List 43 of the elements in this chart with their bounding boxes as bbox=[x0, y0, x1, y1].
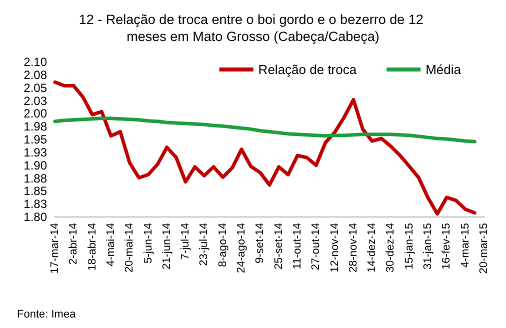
x-tick-label: 20-mar-15 bbox=[478, 223, 490, 274]
y-tick-label: 1.98 bbox=[24, 120, 48, 134]
y-tick-label: 1.85 bbox=[24, 184, 48, 198]
x-tick-label: 17-mar-14 bbox=[49, 223, 61, 274]
x-tick-label: 11-out-14 bbox=[291, 223, 304, 270]
y-tick-label: 2.08 bbox=[24, 68, 48, 82]
line-series bbox=[53, 116, 476, 144]
chart-title: 12 - Relação de troca entre o boi gordo e o bezerro de 12 meses em Mato Grosso (Cabeça/Cabeça) bbox=[78, 12, 428, 44]
x-tick-label: 20-mai-14 bbox=[124, 223, 136, 273]
line-series bbox=[53, 80, 476, 216]
x-tick-label: 9-set-14 bbox=[254, 223, 266, 264]
x-tick-label: 2-abr-14 bbox=[68, 223, 80, 265]
x-tick-label: 25-set-14 bbox=[272, 223, 285, 270]
x-tick-label: 31-jan-15 bbox=[422, 223, 434, 270]
y-tick-label: 2.10 bbox=[24, 55, 48, 69]
x-tick-label: 15-jan-15 bbox=[403, 223, 416, 270]
y-tick-label: 1.90 bbox=[24, 158, 48, 172]
x-tick-label: 23-jul-14 bbox=[198, 223, 210, 266]
y-tick-label: 1.88 bbox=[24, 171, 48, 186]
x-tick-label: 4-mai-14 bbox=[104, 223, 117, 266]
y-tick-label: 1.95 bbox=[24, 132, 48, 146]
x-tick-label: 7-jul-14 bbox=[180, 223, 192, 260]
x-tick-label: 18-abr-14 bbox=[86, 223, 98, 271]
x-tick-label: 28-nov-14 bbox=[347, 223, 360, 273]
x-tick-label: 14-dez-14 bbox=[366, 223, 378, 273]
x-tick-label: 30-dez-14 bbox=[384, 223, 397, 273]
legend-label: Relação de troca bbox=[258, 62, 358, 77]
x-tick-label: 8-ago-14 bbox=[216, 223, 229, 268]
y-tick-label: 2.00 bbox=[24, 106, 48, 121]
legend-label: Média bbox=[426, 62, 462, 77]
x-tick-label: 21-jun-14 bbox=[160, 223, 173, 270]
y-tick-label: 1.93 bbox=[24, 145, 48, 160]
x-tick-label: 24-ago-14 bbox=[236, 223, 248, 274]
y-tick-label: 1.83 bbox=[24, 197, 48, 212]
x-tick-label: 16-fev-15 bbox=[440, 223, 453, 270]
x-tick-label: 5-jun-14 bbox=[142, 223, 154, 264]
x-tick-label: 12-nov-14 bbox=[328, 223, 341, 273]
y-tick-label: 2.05 bbox=[24, 80, 48, 95]
y-tick-label: 2.03 bbox=[24, 94, 48, 108]
source-note: Fonte: Imea bbox=[17, 308, 77, 320]
y-tick-label: 1.80 bbox=[24, 210, 48, 224]
x-tick-label: 4-mar-15 bbox=[459, 223, 472, 268]
x-tick-label: 27-out-14 bbox=[310, 223, 322, 270]
